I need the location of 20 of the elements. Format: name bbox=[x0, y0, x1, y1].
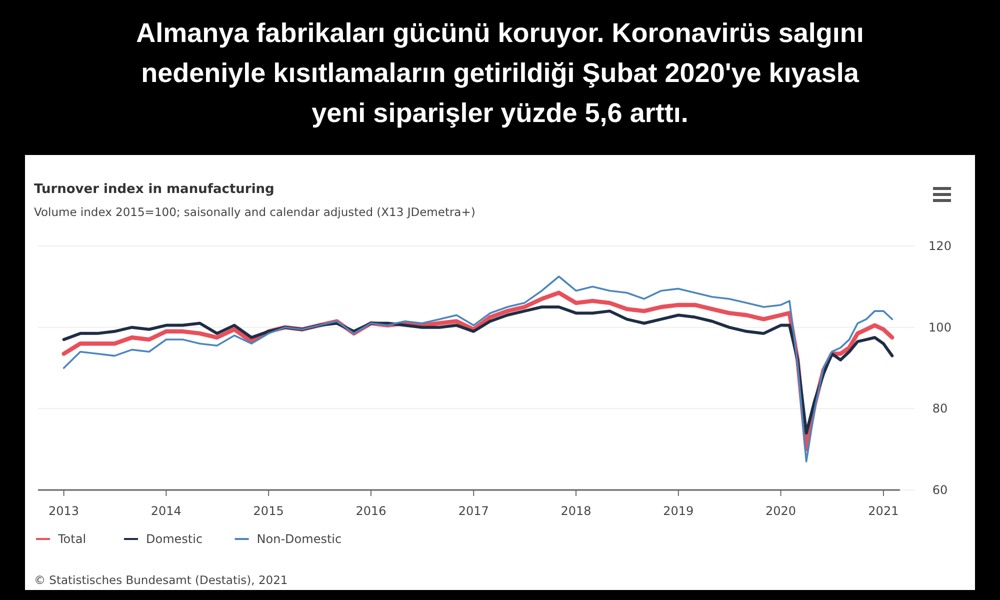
y-tick-label: 60 bbox=[932, 483, 948, 497]
x-tick-label: 2015 bbox=[253, 504, 284, 518]
x-tick-label: 2018 bbox=[560, 504, 592, 518]
legend-label: Total bbox=[57, 532, 86, 546]
x-tick-label: 2020 bbox=[766, 504, 796, 518]
y-axis-title: Volume index 2015=100; saisonally and calendar adjusted (X13 JDemetra+) bbox=[34, 205, 476, 219]
y-tick-label: 100 bbox=[928, 320, 952, 334]
y-tick-label: 80 bbox=[932, 402, 948, 416]
chart-title: Almanya fabrikaları gücünü koruyor. Koronavirüs salgını nedeniyle kısıtlamaların getirildiği Şubat 2020'ye kıyasla yeni siparişler yüzde 5,6 arttı. bbox=[136, 18, 864, 128]
text: © Statistisches Bundesamt (Destatis), 2021 bbox=[34, 573, 288, 587]
y-tick-label: 120 bbox=[928, 239, 952, 253]
x-tick-label: 2019 bbox=[663, 504, 694, 518]
legend-label: Domestic bbox=[146, 532, 203, 546]
x-tick-label: 2017 bbox=[458, 504, 489, 518]
x-tick-label: 2014 bbox=[150, 504, 182, 518]
x-tick-label: 2016 bbox=[356, 504, 386, 518]
x-tick-label: 2013 bbox=[48, 504, 80, 518]
legend-label: Non-Domestic bbox=[256, 532, 342, 546]
x-tick-label: 2021 bbox=[868, 504, 899, 518]
chart-subtitle: Turnover index in manufacturing bbox=[34, 182, 274, 197]
